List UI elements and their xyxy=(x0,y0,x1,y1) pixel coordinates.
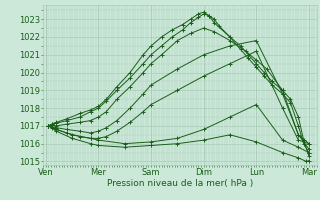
X-axis label: Pression niveau de la mer( hPa ): Pression niveau de la mer( hPa ) xyxy=(107,179,253,188)
